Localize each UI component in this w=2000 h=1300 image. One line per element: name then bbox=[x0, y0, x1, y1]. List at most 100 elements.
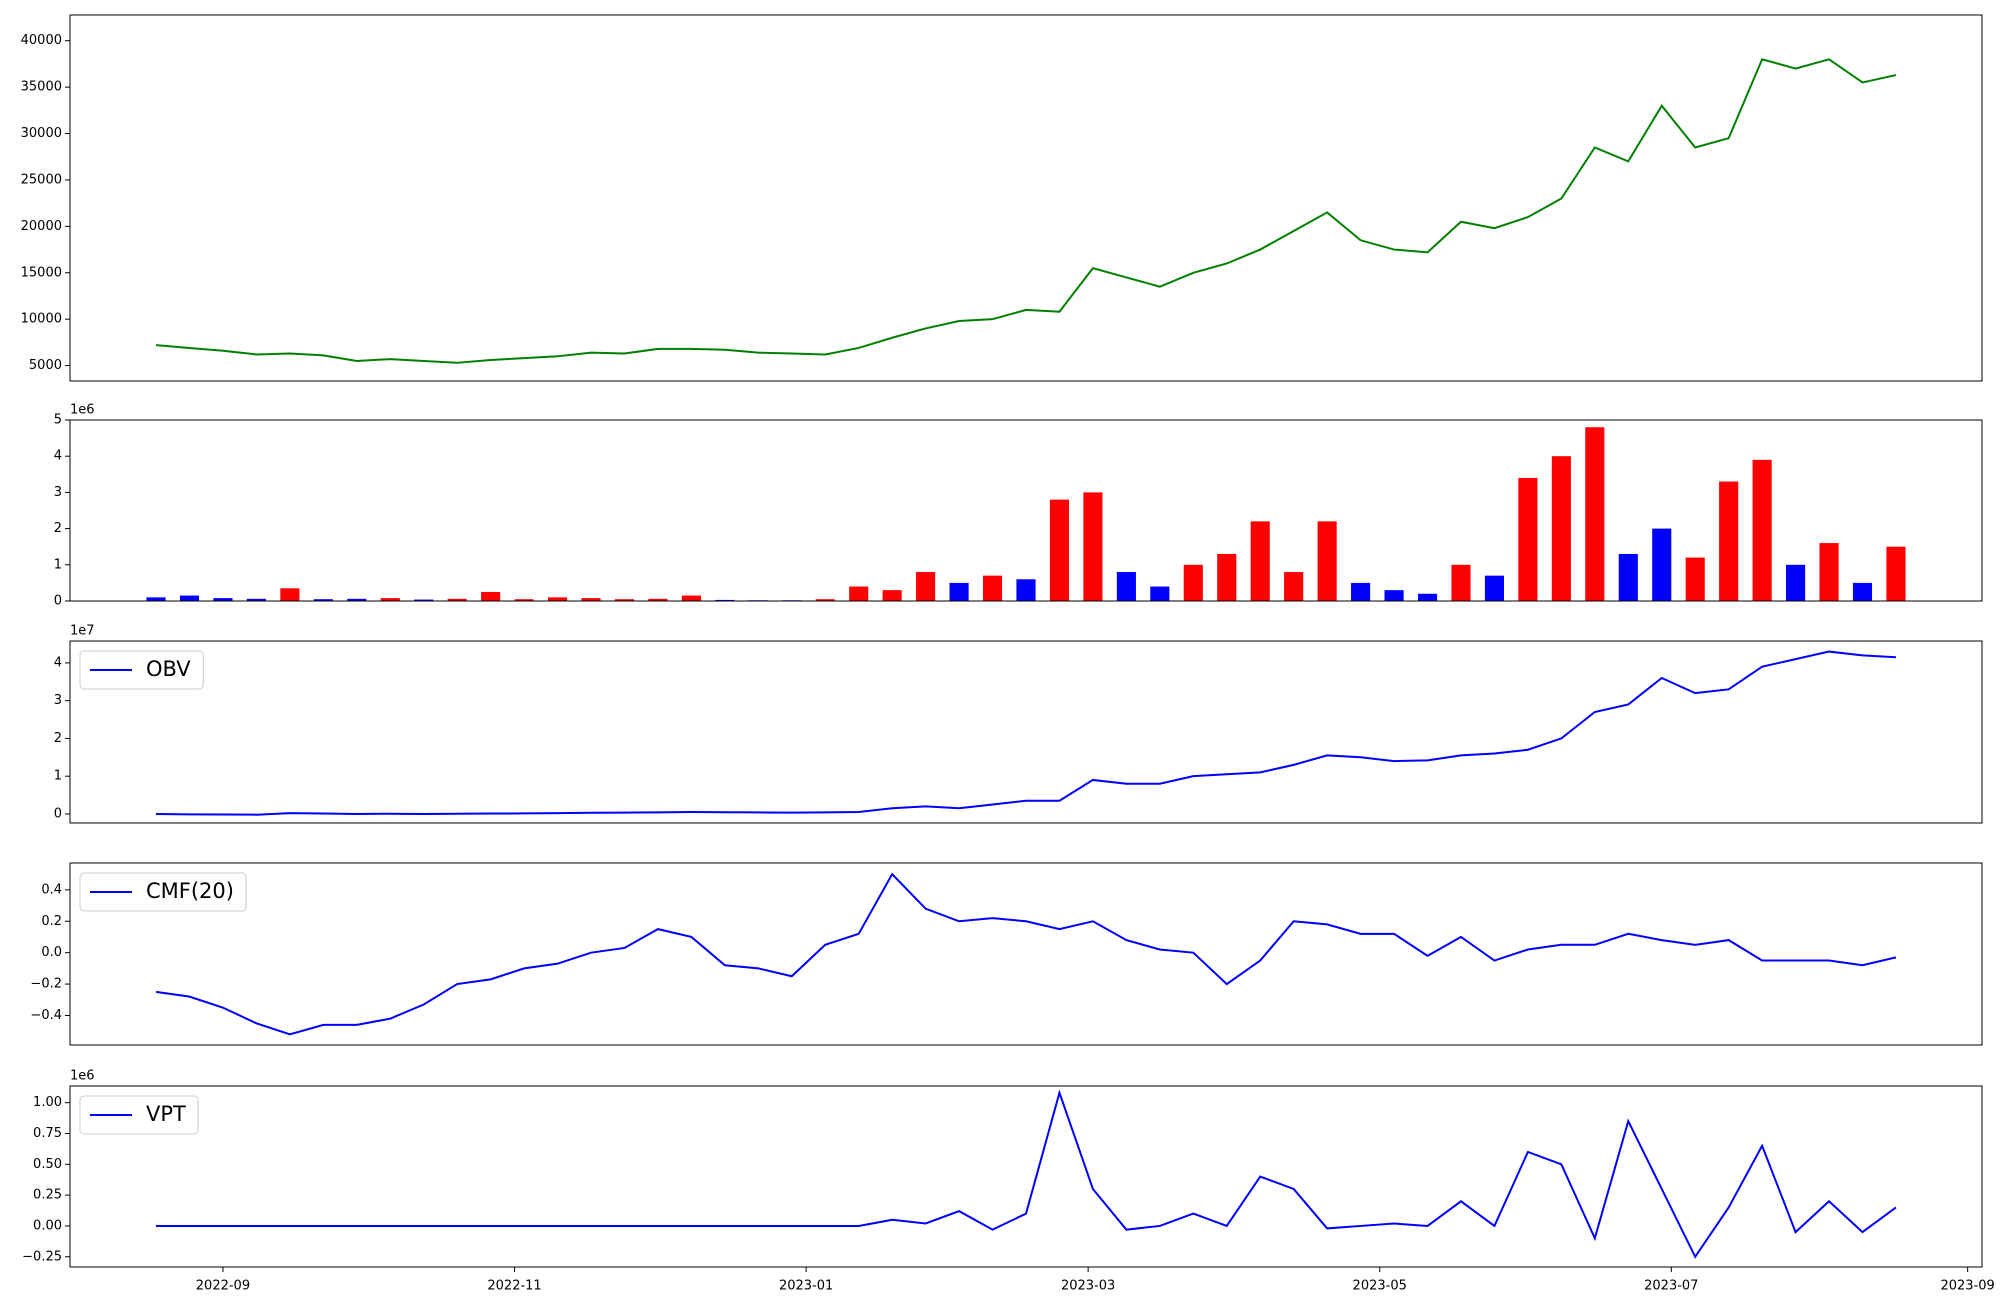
bar bbox=[681, 595, 701, 601]
bar bbox=[1752, 459, 1772, 601]
axes-frame bbox=[69, 419, 1983, 602]
y-tick-label: 20000 bbox=[21, 219, 62, 234]
bar bbox=[548, 597, 568, 601]
bar bbox=[1585, 427, 1605, 601]
bar bbox=[1852, 582, 1873, 601]
y-tick-label: 40000 bbox=[21, 33, 62, 48]
bar bbox=[514, 599, 534, 601]
y-tick-label: 1 bbox=[54, 557, 62, 572]
bar bbox=[1618, 553, 1638, 601]
y-tick-label: 4 bbox=[54, 449, 62, 464]
bar bbox=[1719, 481, 1739, 601]
y-tick-label: 5 bbox=[54, 413, 62, 428]
y-tick-label: −0.4 bbox=[30, 1008, 62, 1023]
bar bbox=[1417, 593, 1438, 601]
bar bbox=[1150, 586, 1170, 601]
legend-label: VPT bbox=[146, 1102, 186, 1126]
bar bbox=[581, 598, 601, 601]
bar bbox=[916, 572, 936, 601]
y-tick-label: 3 bbox=[54, 693, 62, 708]
y-tick-label: 25000 bbox=[21, 172, 62, 187]
bar bbox=[1284, 572, 1304, 601]
bar bbox=[179, 595, 200, 601]
y-tick-label: 0.00 bbox=[33, 1218, 62, 1233]
x-tick-label: 2022-11 bbox=[487, 1279, 541, 1294]
bar bbox=[313, 599, 333, 601]
line bbox=[155, 872, 1897, 1036]
bar bbox=[1217, 553, 1237, 601]
bar bbox=[614, 599, 635, 601]
bar bbox=[1083, 492, 1103, 601]
bar bbox=[1786, 564, 1806, 601]
bar bbox=[414, 599, 434, 601]
y-tick-label: −0.2 bbox=[30, 977, 62, 992]
y-tick-label: 15000 bbox=[21, 265, 62, 280]
y-tick-label: 0.0 bbox=[41, 945, 62, 960]
legend-box bbox=[79, 1095, 199, 1135]
bar bbox=[146, 597, 166, 601]
offset-label: 1e7 bbox=[70, 624, 95, 639]
line bbox=[156, 1089, 1897, 1259]
axes-frame bbox=[69, 640, 1983, 824]
legend-label: CMF(20) bbox=[146, 879, 234, 903]
bar bbox=[1551, 456, 1571, 601]
y-tick-label: 0 bbox=[54, 806, 62, 821]
y-tick-label: 2 bbox=[54, 731, 62, 746]
bar bbox=[1819, 543, 1839, 601]
bar bbox=[1484, 575, 1504, 601]
bar bbox=[1886, 546, 1906, 601]
bar bbox=[715, 599, 735, 601]
x-tick-label: 2023-09 bbox=[1940, 1279, 1994, 1294]
y-tick-label: 10000 bbox=[21, 312, 62, 327]
y-tick-label: 1 bbox=[54, 769, 62, 784]
x-tick-label: 2023-01 bbox=[779, 1279, 833, 1294]
bar bbox=[882, 590, 902, 601]
bar bbox=[1116, 572, 1136, 601]
legend-box bbox=[79, 872, 247, 912]
y-tick-label: 0.25 bbox=[33, 1188, 62, 1203]
line bbox=[155, 58, 1897, 364]
bar bbox=[246, 598, 266, 601]
bar bbox=[1016, 579, 1036, 601]
offset-label: 1e6 bbox=[70, 403, 95, 418]
x-tick-label: 2022-09 bbox=[196, 1279, 250, 1294]
y-tick-label: 1.00 bbox=[33, 1095, 62, 1110]
x-tick-label: 2023-03 bbox=[1061, 1279, 1115, 1294]
y-tick-label: 0.75 bbox=[33, 1126, 62, 1141]
offset-label: 1e6 bbox=[70, 1069, 95, 1084]
bar bbox=[1518, 477, 1538, 601]
y-tick-label: 0.4 bbox=[41, 882, 62, 897]
y-tick-label: 0.50 bbox=[33, 1157, 62, 1172]
bar bbox=[1451, 564, 1471, 601]
y-tick-label: 0.2 bbox=[41, 914, 62, 929]
bar bbox=[1384, 590, 1404, 601]
axes-frame bbox=[69, 1085, 1983, 1268]
bar bbox=[280, 588, 300, 601]
line bbox=[156, 650, 1897, 816]
bar bbox=[1317, 521, 1337, 601]
y-tick-label: 2 bbox=[54, 521, 62, 536]
y-tick-label: 30000 bbox=[21, 126, 62, 141]
bar bbox=[949, 582, 969, 601]
axes-frame bbox=[69, 14, 1983, 382]
bar bbox=[1685, 557, 1705, 601]
y-tick-label: 5000 bbox=[29, 358, 62, 373]
y-tick-label: 0 bbox=[54, 594, 62, 609]
bar bbox=[213, 598, 233, 601]
bar bbox=[982, 575, 1003, 601]
bar bbox=[380, 598, 400, 601]
bar bbox=[815, 599, 835, 601]
axes-frame bbox=[69, 862, 1983, 1046]
y-tick-label: 4 bbox=[54, 655, 62, 670]
y-tick-label: 35000 bbox=[21, 80, 62, 95]
bar bbox=[1250, 521, 1270, 601]
bar bbox=[1351, 582, 1371, 601]
legend-label: OBV bbox=[146, 657, 191, 681]
bar bbox=[1652, 528, 1672, 601]
x-tick-label: 2023-05 bbox=[1353, 1279, 1407, 1294]
bar bbox=[347, 598, 367, 601]
bar bbox=[1183, 564, 1203, 601]
bar bbox=[648, 598, 668, 601]
legend-box bbox=[79, 650, 204, 690]
